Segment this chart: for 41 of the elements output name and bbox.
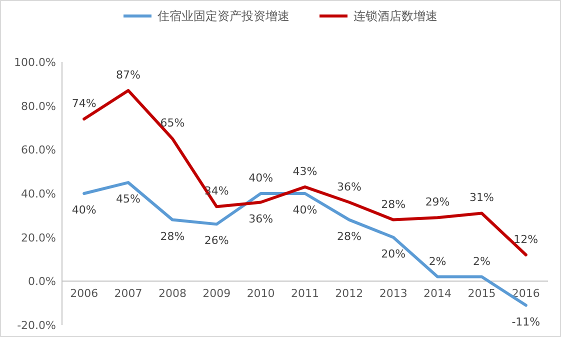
x-tick-label: 2011 bbox=[291, 287, 319, 300]
data-label: 26% bbox=[204, 234, 229, 248]
data-label: 31% bbox=[470, 191, 494, 204]
x-tick-label: 2012 bbox=[335, 287, 364, 300]
y-tick-label: 20.0% bbox=[21, 231, 56, 244]
data-label: 2% bbox=[428, 254, 446, 268]
data-label: 87% bbox=[116, 68, 140, 82]
data-label: -11% bbox=[512, 315, 540, 328]
x-tick-label: 2013 bbox=[379, 287, 408, 300]
y-tick-label: 80.0% bbox=[21, 100, 56, 113]
data-label: 40% bbox=[292, 204, 318, 216]
x-tick-label: 2015 bbox=[468, 287, 496, 300]
x-tick-label: 2009 bbox=[202, 287, 231, 300]
x-tick-label: 2007 bbox=[114, 287, 142, 300]
data-label: 28% bbox=[381, 198, 406, 211]
data-label: 36% bbox=[248, 212, 274, 226]
y-tick-label: -20.0% bbox=[17, 319, 56, 332]
legend-label: 连锁酒店数增速 bbox=[354, 9, 438, 23]
data-label: 40% bbox=[72, 204, 96, 216]
data-label: 45% bbox=[116, 192, 140, 206]
data-label: 28% bbox=[336, 230, 362, 243]
data-label: 2% bbox=[473, 254, 490, 268]
data-label: 36% bbox=[336, 180, 362, 194]
x-tick-label: 2016 bbox=[512, 287, 540, 300]
data-label: 74% bbox=[72, 96, 96, 110]
data-label: 43% bbox=[292, 164, 318, 178]
y-tick-label: 40.0% bbox=[21, 188, 56, 200]
data-label: 28% bbox=[160, 230, 185, 243]
legend-label: 住宿业固定资产投资增速 bbox=[156, 9, 290, 23]
y-tick-label: 0.0% bbox=[28, 275, 56, 288]
data-label: 12% bbox=[514, 232, 538, 246]
data-label: 65% bbox=[160, 116, 185, 130]
y-tick-label: 60.0% bbox=[21, 144, 56, 157]
data-label: 29% bbox=[425, 196, 450, 209]
y-tick-label: 100.0% bbox=[14, 56, 56, 69]
x-tick-label: 2008 bbox=[158, 287, 186, 300]
x-tick-label: 2010 bbox=[246, 287, 275, 300]
data-label: 20% bbox=[381, 247, 406, 260]
x-tick-label: 2014 bbox=[424, 287, 452, 300]
x-tick-label: 2006 bbox=[70, 287, 98, 300]
data-label: 40% bbox=[248, 172, 274, 184]
